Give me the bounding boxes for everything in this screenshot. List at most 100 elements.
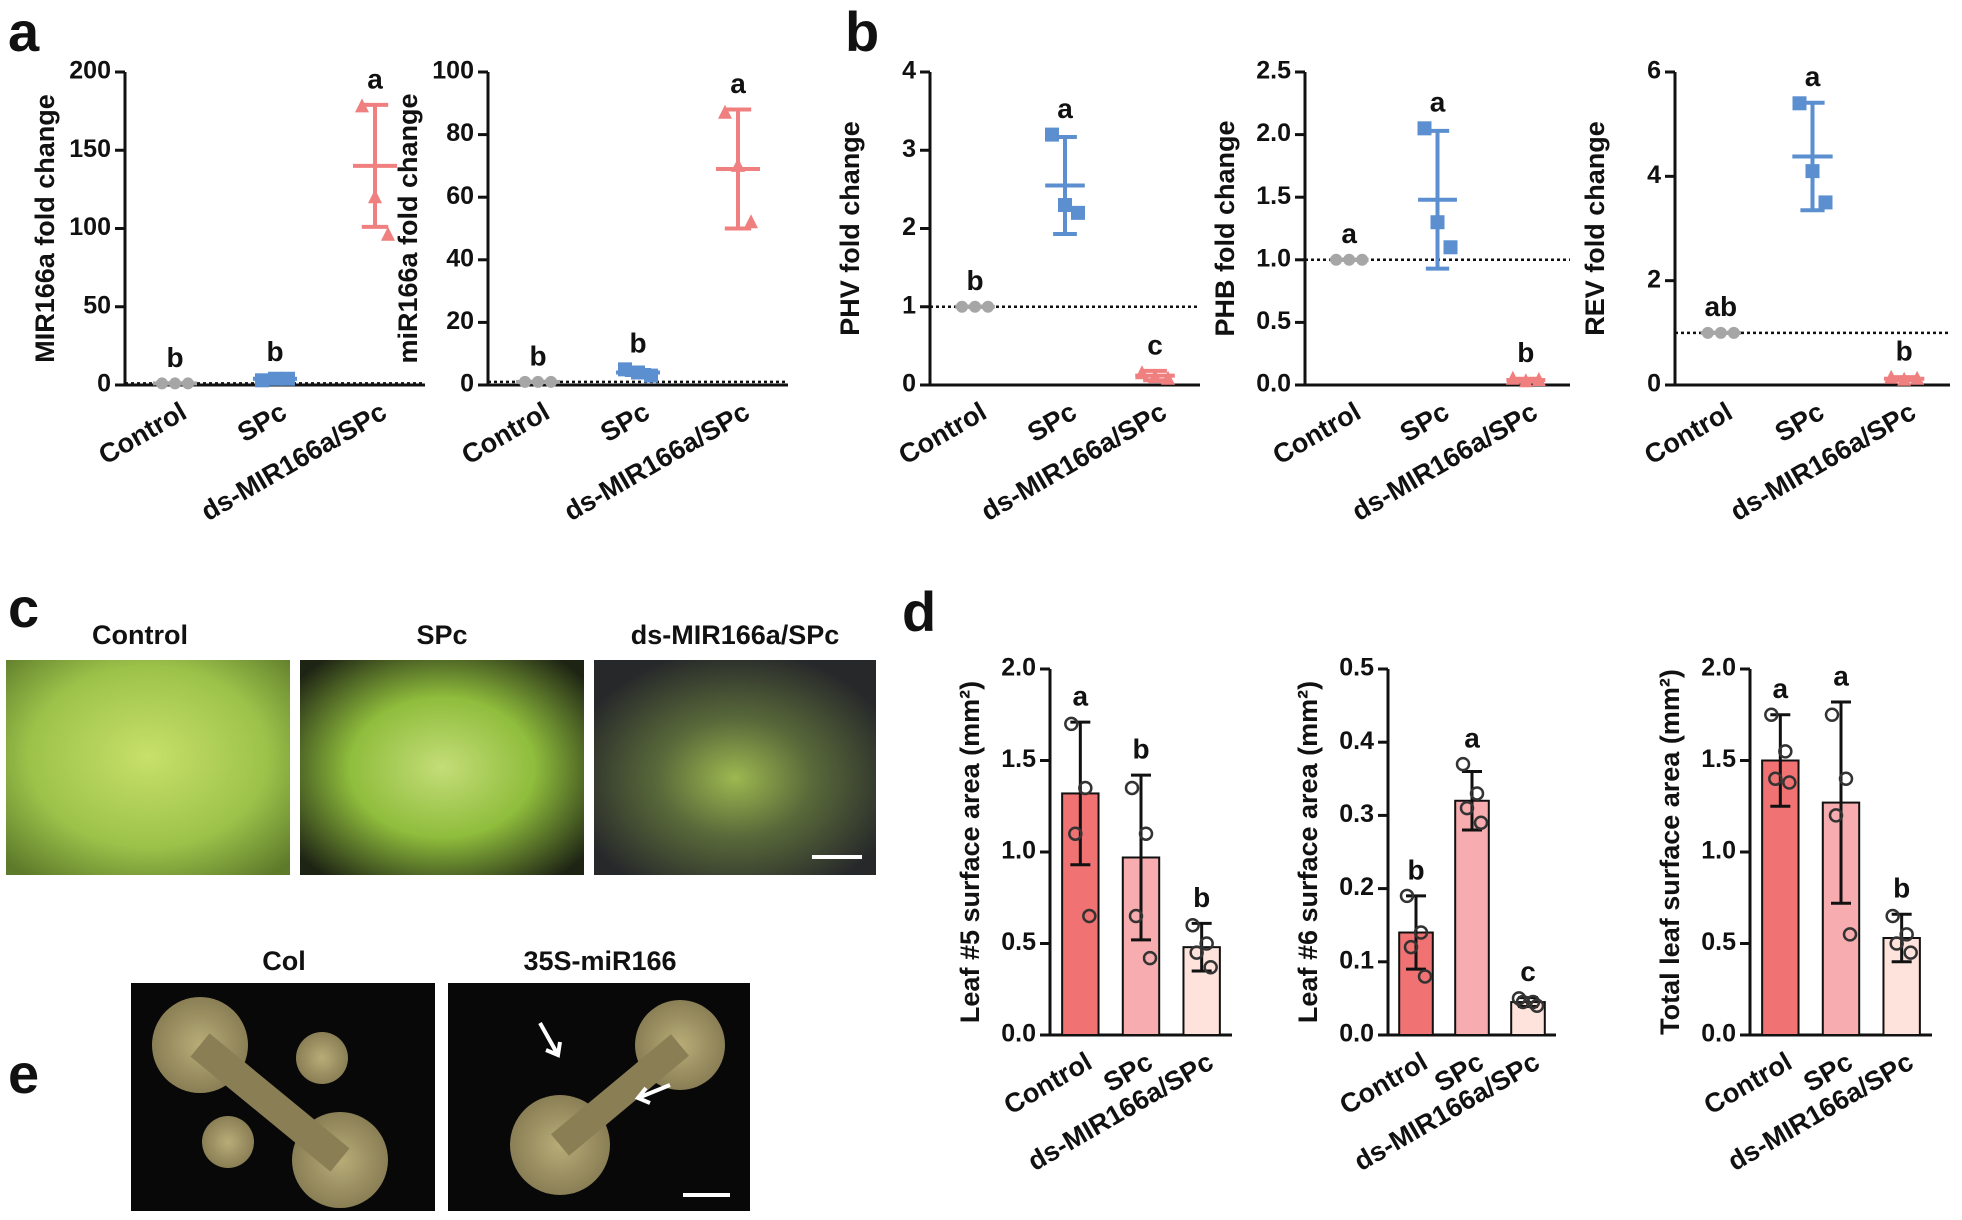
significance-letter: b bbox=[966, 265, 983, 296]
significance-letter: b bbox=[1132, 734, 1149, 765]
point bbox=[1529, 998, 1545, 1013]
y-tick-label: 2 bbox=[902, 213, 916, 241]
point bbox=[1142, 950, 1158, 966]
photo-label: SPc bbox=[416, 620, 467, 650]
point bbox=[1884, 369, 1899, 384]
x-tick-label: SPc bbox=[1022, 396, 1081, 448]
point bbox=[982, 300, 994, 313]
y-axis-label: PHV fold change bbox=[835, 121, 865, 336]
significance-letter: a bbox=[1773, 673, 1789, 704]
point bbox=[1805, 164, 1820, 179]
y-tick-label: 0.1 bbox=[1339, 946, 1374, 974]
point bbox=[1714, 326, 1727, 339]
y-tick-label: 0 bbox=[1647, 370, 1661, 398]
point bbox=[1148, 369, 1162, 384]
y-tick-label: 1.0 bbox=[1256, 244, 1291, 272]
point bbox=[731, 157, 745, 172]
point bbox=[1203, 960, 1218, 975]
photo bbox=[6, 660, 290, 875]
x-tick-label: Control bbox=[93, 396, 191, 470]
significance-letter: a bbox=[730, 68, 746, 99]
point bbox=[1199, 936, 1214, 951]
y-tick-label: 0.0 bbox=[1256, 370, 1291, 398]
significance-letter: a bbox=[1057, 93, 1073, 124]
y-tick-label: 100 bbox=[69, 213, 111, 241]
point bbox=[1068, 826, 1083, 841]
point bbox=[618, 362, 632, 377]
y-tick-label: 0.4 bbox=[1339, 727, 1374, 755]
x-tick-label: SPc bbox=[232, 396, 291, 448]
y-tick-label: 1 bbox=[902, 291, 916, 319]
point bbox=[1518, 373, 1533, 388]
point bbox=[1189, 945, 1204, 960]
point bbox=[1459, 800, 1475, 816]
significance-letter: b bbox=[529, 340, 546, 371]
chart: 0 50 100 150 200 MIR166a fold change b Control b… bbox=[30, 57, 425, 527]
point bbox=[156, 377, 168, 390]
y-tick-label: 1.5 bbox=[1256, 182, 1291, 210]
x-tick-label: SPc bbox=[1395, 396, 1454, 448]
y-axis-label: PHB fold change bbox=[1210, 120, 1240, 336]
y-tick-label: 0 bbox=[460, 370, 474, 398]
y-axis-label: Leaf #6 surface area (mm²) bbox=[1293, 681, 1323, 1023]
point bbox=[1443, 240, 1458, 255]
point bbox=[1161, 370, 1175, 385]
y-tick-label: 0.5 bbox=[1701, 928, 1736, 956]
significance-letter: ab bbox=[1704, 291, 1737, 322]
point bbox=[368, 189, 382, 204]
point bbox=[969, 300, 981, 313]
bar bbox=[1454, 799, 1490, 1037]
y-axis-label: REV fold change bbox=[1580, 121, 1610, 336]
significance-letter: b bbox=[1517, 337, 1534, 368]
y-tick-label: 2.0 bbox=[1256, 119, 1291, 147]
point bbox=[519, 375, 531, 388]
point bbox=[1124, 780, 1140, 796]
y-tick-label: 0.3 bbox=[1339, 800, 1374, 828]
significance-letter: b bbox=[1407, 854, 1424, 885]
point bbox=[1082, 908, 1097, 924]
significance-letter: c bbox=[1147, 329, 1163, 360]
y-tick-label: 60 bbox=[446, 182, 474, 210]
significance-letter: b bbox=[266, 336, 283, 367]
point bbox=[1469, 786, 1485, 801]
y-tick-label: 150 bbox=[69, 135, 111, 163]
point bbox=[1399, 888, 1415, 904]
point bbox=[1525, 994, 1541, 1010]
point bbox=[545, 375, 557, 388]
point bbox=[1138, 826, 1154, 841]
y-tick-label: 4 bbox=[902, 57, 916, 85]
point bbox=[1455, 756, 1471, 772]
y-tick-label: 2 bbox=[1647, 265, 1661, 293]
y-tick-label: 0.0 bbox=[1001, 1020, 1036, 1048]
significance-letter: a bbox=[1464, 723, 1480, 754]
panel-letter: c bbox=[8, 576, 39, 639]
chart: 0.0 0.1 0.2 0.3 0.4 0.5 Leaf #6 surface area (… bbox=[1293, 654, 1556, 1177]
photo-label: Control bbox=[92, 620, 188, 650]
y-tick-label: 0 bbox=[902, 370, 916, 398]
y-tick-label: 0.5 bbox=[1001, 928, 1036, 956]
point bbox=[1515, 994, 1531, 1010]
point bbox=[1511, 991, 1527, 1006]
point bbox=[268, 371, 282, 386]
point bbox=[1828, 808, 1844, 823]
significance-letter: a bbox=[1430, 87, 1446, 118]
y-axis-label: Total leaf surface area (mm²) bbox=[1655, 669, 1685, 1035]
x-tick-label: SPc bbox=[595, 396, 654, 448]
point bbox=[1824, 707, 1840, 722]
bar bbox=[1121, 856, 1161, 1036]
point bbox=[1058, 198, 1072, 213]
y-tick-label: 0.0 bbox=[1701, 1020, 1736, 1048]
point bbox=[255, 373, 269, 388]
y-tick-label: 1.0 bbox=[1001, 837, 1036, 865]
panel-letter: a bbox=[8, 0, 40, 63]
x-tick-label: ds-MIR166a/SPc bbox=[196, 396, 392, 526]
y-tick-label: 6 bbox=[1647, 57, 1661, 85]
point bbox=[631, 365, 645, 380]
y-tick-label: 20 bbox=[446, 307, 474, 335]
point bbox=[1413, 925, 1429, 940]
photo-label: Col bbox=[262, 946, 306, 976]
x-tick-label: Control bbox=[893, 396, 991, 470]
